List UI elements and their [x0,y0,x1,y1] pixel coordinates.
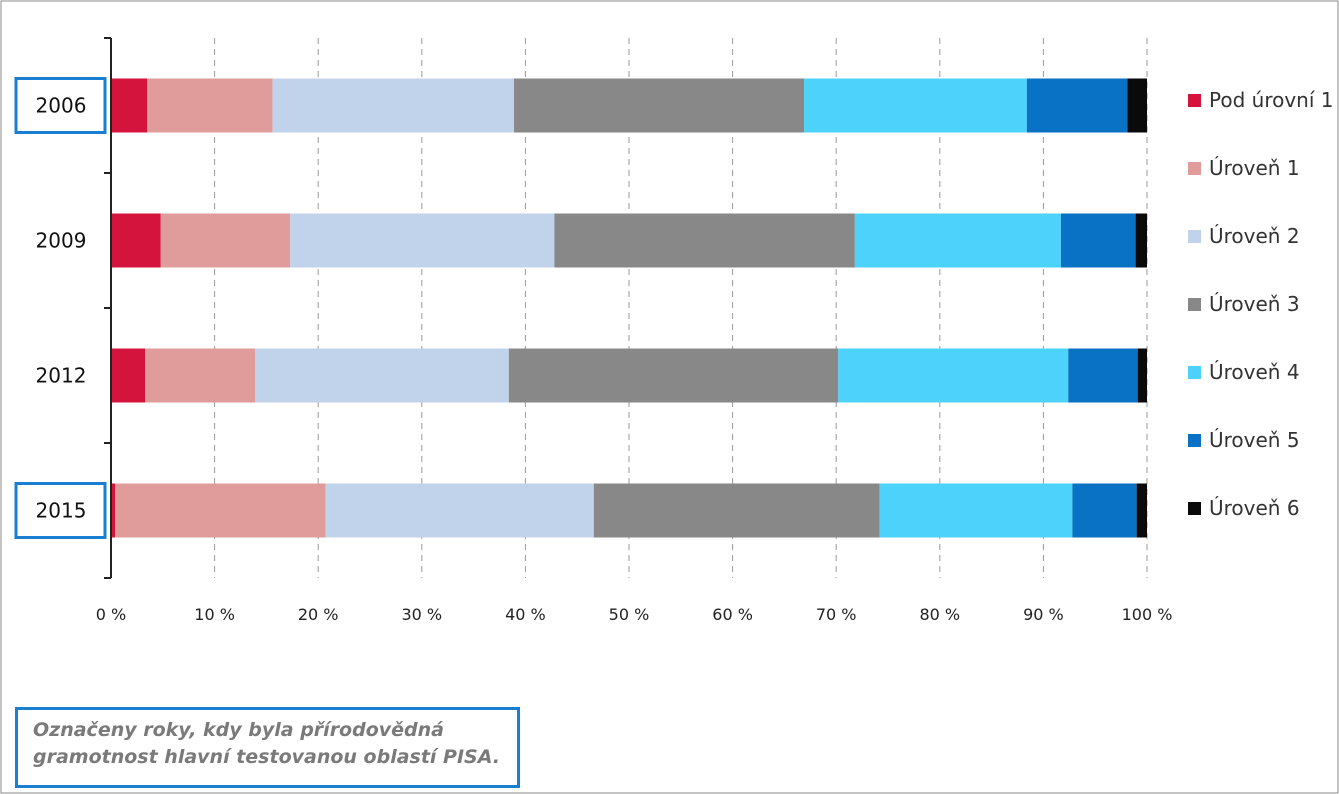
x-tick-label: 70 % [816,605,857,624]
legend-swatch [1188,230,1201,243]
legend-label: Úroveň 1 [1209,156,1300,180]
bar-segment [255,348,509,403]
bar-segment [838,348,1069,403]
bar-segment [1026,78,1128,133]
bar-segment [115,483,326,538]
y-tick-label: 2015 [36,499,87,523]
bar-segment [1127,78,1147,133]
bar-segment [147,78,273,133]
bar-segment [1136,483,1147,538]
legend-swatch [1188,94,1201,107]
y-tick-label: 2009 [36,229,87,253]
bars [111,78,1147,538]
x-tick-label: 90 % [1023,605,1064,624]
legend-label: Pod úrovní 1 [1209,88,1333,112]
year-highlight-box [14,77,107,134]
bar-segment [1061,213,1136,268]
x-tick-label: 30 % [401,605,442,624]
year-highlight-box [14,482,107,539]
legend-swatch [1188,366,1201,379]
legend-swatch [1188,434,1201,447]
x-tick-label: 60 % [712,605,753,624]
x-tick-label: 0 % [96,605,126,624]
legend-swatch [1188,162,1201,175]
note-line-2: gramotnost hlavní testovanou oblastí PIS… [33,746,501,768]
bar-segment [554,213,855,268]
bar-segment [1135,213,1147,268]
bar-segment [111,348,146,403]
note-box: Označeny roky, kdy byla přírodovědná gra… [15,707,520,788]
bar-segment [593,483,880,538]
bar-segment [1068,348,1138,403]
bar-segment [160,213,291,268]
legend-label: Úroveň 5 [1209,428,1300,452]
bar-segment [111,483,116,538]
bar-segment [804,78,1027,133]
x-tick-label: 50 % [609,605,650,624]
bar-segment [111,213,161,268]
bar-segment [290,213,555,268]
bar-segment [145,348,256,403]
bar-segment [111,78,148,133]
legend: Pod úrovní 1 Úroveň 1 Úroveň 2 Úroveň 3 Úrov… [1188,88,1333,520]
note-line-1: Označeny roky, kdy byla přírodovědná [33,719,444,741]
legend-label: Úroveň 2 [1209,224,1300,248]
bar-segment [514,78,805,133]
x-tick-label: 10 % [194,605,235,624]
y-tick-label: 2006 [36,94,87,118]
legend-label: Úroveň 4 [1209,360,1300,384]
legend-swatch [1188,298,1201,311]
axes: 0 % 10 % 20 % 30 % 40 % 50 % 60 % 70 % 80 % 90 % 1… [14,37,1173,624]
legend-label: Úroveň 3 [1209,292,1300,316]
bar-segment [325,483,594,538]
legend-swatch [1188,502,1201,515]
bar-segment [854,213,1062,268]
legend-label: Úroveň 6 [1209,496,1300,520]
bar-segment [508,348,839,403]
bar-segment [1072,483,1137,538]
x-tick-label: 100 % [1122,605,1173,624]
y-tick-label: 2012 [36,364,87,388]
bar-segment [1137,348,1147,403]
x-tick-label: 20 % [298,605,339,624]
bar-segment [879,483,1073,538]
x-tick-label: 40 % [505,605,546,624]
x-tick-label: 80 % [919,605,960,624]
bar-segment [272,78,515,133]
